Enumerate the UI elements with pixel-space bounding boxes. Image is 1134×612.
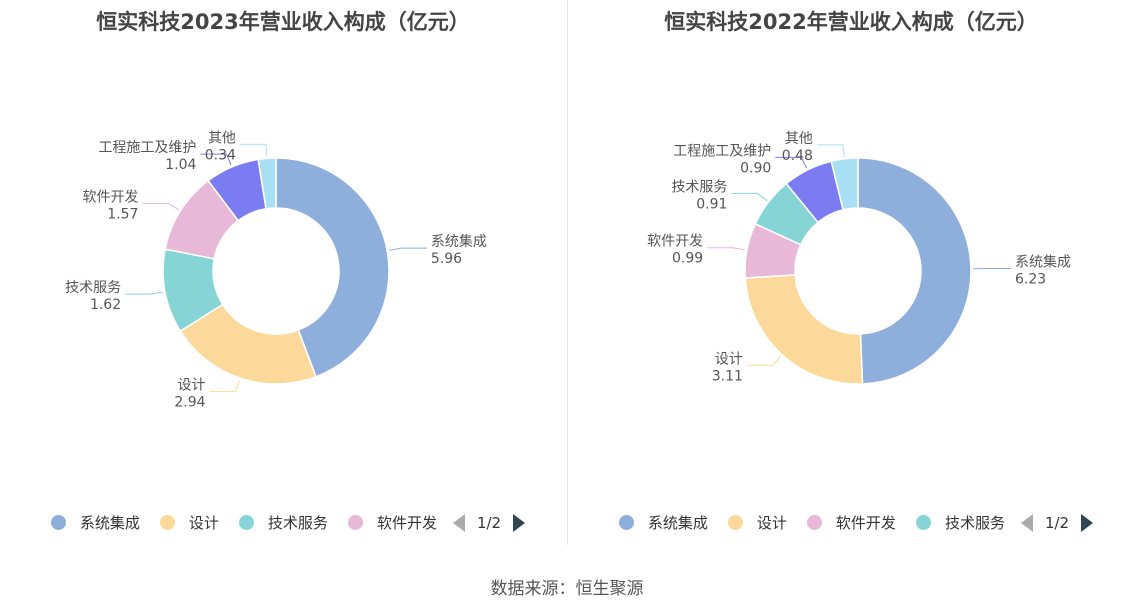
slice-其他[interactable] <box>830 157 859 211</box>
slice-value-label: 1.04 <box>165 157 196 173</box>
legend-label: 系统集成 <box>79 514 140 532</box>
leader-line <box>731 192 768 202</box>
legend-prev-arrow-icon[interactable] <box>1020 513 1033 532</box>
slice-value-label: 0.90 <box>740 160 771 176</box>
panel-divider <box>567 0 568 545</box>
legend-marker-icon <box>159 515 175 530</box>
slice-value-label: 5.96 <box>431 251 462 267</box>
legend-marker-icon <box>347 515 363 530</box>
legend-label: 软件开发 <box>835 514 896 532</box>
legend-marker-icon <box>806 515 822 530</box>
legend-marker-icon <box>618 515 634 530</box>
slice-value-label: 3.11 <box>712 368 743 384</box>
leader-line <box>816 144 845 157</box>
slice-value-label: 1.62 <box>90 297 121 313</box>
legend-label: 设计 <box>756 514 787 532</box>
leader-line <box>239 143 268 157</box>
slice-value-label: 2.94 <box>174 394 205 410</box>
slice-value-label: 0.48 <box>782 148 813 164</box>
leader-line <box>775 156 808 169</box>
slice-value-label: 0.91 <box>696 196 727 212</box>
legend-next-arrow-icon[interactable] <box>1081 513 1094 532</box>
legend-item-技术服务[interactable]: 技术服务 <box>915 512 1005 533</box>
slice-label: 技术服务 <box>65 280 121 296</box>
slice-label: 软件开发 <box>647 234 703 250</box>
slice-系统集成[interactable] <box>275 157 390 378</box>
legend-pager: 1/2 <box>452 513 526 532</box>
chart-panel-2022: 恒实科技2022年营业收入构成（亿元） 系统集成 6.23 设计 3.11 软件开发 0.… <box>568 0 1134 560</box>
legend-pager: 1/2 <box>1020 513 1094 532</box>
legend-label: 系统集成 <box>647 514 708 532</box>
slice-label: 系统集成 <box>431 233 487 250</box>
legend-label: 设计 <box>188 514 219 532</box>
legend: 系统集成 设计 软件开发 技术服务 1/2 <box>568 512 1134 533</box>
legend-marker-icon <box>727 515 743 530</box>
legend: 系统集成 设计 技术服务 软件开发 1/2 <box>0 512 566 533</box>
leader-line <box>209 379 240 392</box>
leader-line <box>746 356 782 366</box>
slice-value-label: 1.57 <box>107 206 138 222</box>
legend-item-系统集成[interactable]: 系统集成 <box>618 512 708 533</box>
slice-label: 其他 <box>208 130 236 146</box>
slice-label: 设计 <box>178 377 206 393</box>
legend-prev-arrow-icon[interactable] <box>452 513 465 532</box>
legend-item-系统集成[interactable]: 系统集成 <box>50 512 140 533</box>
legend-item-设计[interactable]: 设计 <box>159 512 219 533</box>
slice-value-label: 0.99 <box>672 251 703 267</box>
slice-label: 设计 <box>715 351 743 367</box>
leader-line <box>142 202 179 211</box>
slice-label: 工程施工及维护 <box>673 143 771 159</box>
legend-item-软件开发[interactable]: 软件开发 <box>806 512 896 533</box>
slice-label: 工程施工及维护 <box>98 140 196 156</box>
legend-marker-icon <box>238 515 254 530</box>
legend-page-indicator: 1/2 <box>476 513 502 532</box>
slice-value-label: 6.23 <box>1015 271 1046 287</box>
legend-label: 软件开发 <box>376 514 437 532</box>
legend-label: 技术服务 <box>267 514 328 532</box>
chart-title: 恒实科技2023年营业收入构成（亿元） <box>96 10 470 34</box>
leader-line <box>125 291 164 295</box>
slice-系统集成[interactable] <box>857 157 972 385</box>
legend-marker-icon <box>915 515 931 530</box>
slice-其他[interactable] <box>257 157 277 210</box>
legend-item-技术服务[interactable]: 技术服务 <box>238 512 328 533</box>
chart-title: 恒实科技2022年营业收入构成（亿元） <box>664 10 1038 34</box>
leader-line <box>200 153 232 166</box>
slice-label: 软件开发 <box>82 189 138 205</box>
legend-item-软件开发[interactable]: 软件开发 <box>347 512 437 533</box>
leader-line <box>389 247 427 251</box>
slice-value-label: 0.34 <box>205 147 236 163</box>
data-source: 数据来源：恒生聚源 <box>490 579 644 599</box>
leader-line <box>707 247 746 251</box>
legend-marker-icon <box>50 515 66 530</box>
chart-panel-2023: 恒实科技2023年营业收入构成（亿元） 系统集成 5.96 设计 2.94 技术服务 1.… <box>0 0 566 560</box>
legend-label: 技术服务 <box>944 514 1005 532</box>
slice-label: 其他 <box>785 131 813 147</box>
legend-page-indicator: 1/2 <box>1044 513 1070 532</box>
slice-设计[interactable] <box>744 274 864 385</box>
legend-next-arrow-icon[interactable] <box>513 513 526 532</box>
slice-label: 技术服务 <box>671 179 727 195</box>
legend-item-设计[interactable]: 设计 <box>727 512 787 533</box>
slice-label: 系统集成 <box>1015 253 1071 270</box>
